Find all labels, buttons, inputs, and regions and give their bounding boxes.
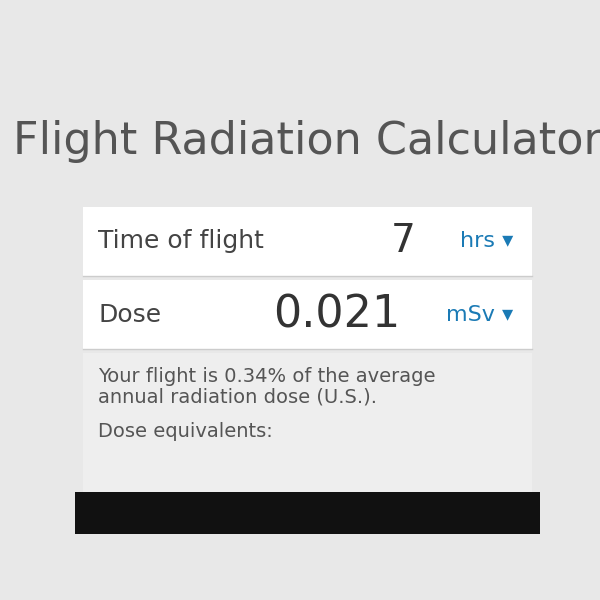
Text: 7: 7 xyxy=(391,223,416,260)
Text: annual radiation dose (U.S.).: annual radiation dose (U.S.). xyxy=(98,388,377,406)
Text: Flight Radiation Calculator: Flight Radiation Calculator xyxy=(13,120,600,163)
FancyBboxPatch shape xyxy=(83,353,532,491)
Text: hrs ▾: hrs ▾ xyxy=(460,232,513,251)
FancyBboxPatch shape xyxy=(83,207,532,276)
FancyBboxPatch shape xyxy=(75,491,540,534)
Text: Dose equivalents:: Dose equivalents: xyxy=(98,422,273,441)
Text: 0.021: 0.021 xyxy=(273,293,401,336)
Text: Your flight is 0.34% of the average: Your flight is 0.34% of the average xyxy=(98,367,436,386)
Text: Time of flight: Time of flight xyxy=(98,229,264,253)
FancyBboxPatch shape xyxy=(83,280,532,349)
Text: mSv ▾: mSv ▾ xyxy=(446,305,513,325)
Text: Dose: Dose xyxy=(98,302,161,326)
